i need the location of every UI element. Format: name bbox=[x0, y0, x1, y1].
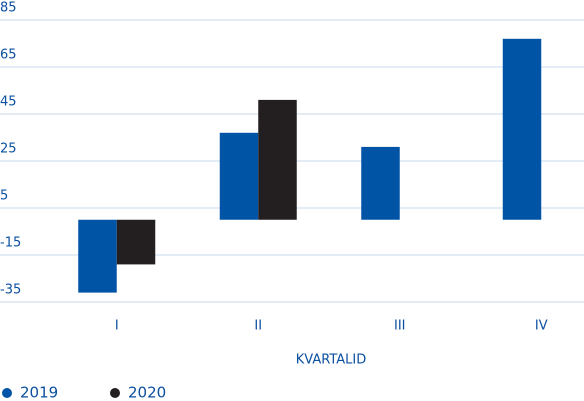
legend-label: 2020 bbox=[128, 384, 166, 401]
bar bbox=[116, 219, 156, 265]
y-tick-label: -15 bbox=[0, 236, 21, 251]
bar bbox=[78, 219, 117, 293]
legend-marker bbox=[110, 388, 120, 398]
y-tick-label: 85 bbox=[0, 1, 17, 16]
legend-marker bbox=[2, 388, 12, 398]
bar bbox=[361, 146, 400, 220]
y-tick-label: 5 bbox=[0, 189, 8, 204]
y-tick-label: -35 bbox=[0, 283, 21, 298]
x-axis-label: KVARTALID bbox=[296, 353, 366, 368]
bar bbox=[219, 132, 259, 220]
y-tick-label: 65 bbox=[0, 48, 17, 63]
y-tick-label: 45 bbox=[0, 95, 17, 110]
x-tick-label: IV bbox=[535, 319, 548, 334]
y-tick-label: 25 bbox=[0, 142, 17, 157]
legend-label: 2019 bbox=[20, 384, 58, 401]
x-tick-label: III bbox=[394, 319, 406, 334]
x-tick-label: I bbox=[115, 319, 119, 334]
x-tick-label: II bbox=[254, 319, 262, 334]
bar bbox=[502, 38, 542, 220]
bar bbox=[258, 99, 297, 220]
